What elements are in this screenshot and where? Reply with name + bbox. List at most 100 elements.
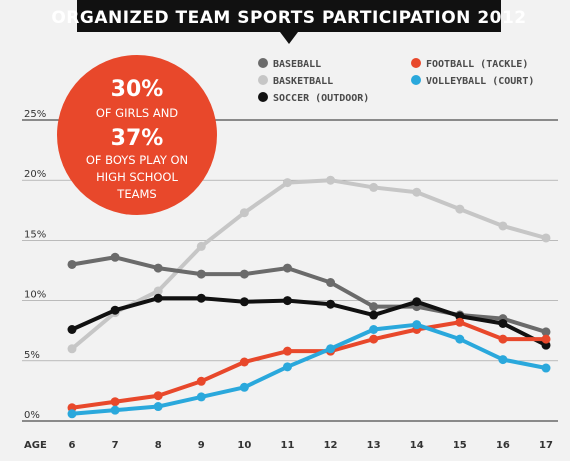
- data-point: [67, 324, 77, 334]
- data-point: [239, 297, 249, 307]
- data-point: [498, 318, 508, 328]
- data-point: [541, 233, 551, 243]
- data-point: [239, 357, 249, 367]
- data-point: [455, 204, 465, 214]
- legend-item: FOOTBALL (TACKLE): [411, 58, 528, 70]
- data-point: [282, 296, 292, 306]
- data-point: [196, 269, 206, 279]
- x-tick-label: 11: [280, 440, 294, 451]
- callout-stat-boys: 37%: [111, 126, 164, 151]
- x-tick-label: 12: [324, 440, 338, 451]
- legend-item: SOCCER (OUTDOOR): [258, 92, 369, 104]
- legend-item: VOLLEYBALL (COURT): [411, 75, 534, 87]
- legend-swatch: [411, 58, 421, 68]
- data-point: [67, 344, 77, 354]
- data-point: [110, 397, 120, 407]
- data-point: [282, 263, 292, 273]
- series-line: [70, 178, 548, 351]
- x-tick-label: 7: [112, 440, 119, 451]
- data-point: [541, 327, 551, 337]
- data-point: [326, 344, 336, 354]
- data-point: [455, 334, 465, 344]
- legend-label: SOCCER (OUTDOOR): [273, 93, 369, 104]
- x-tick-label: 15: [453, 440, 467, 451]
- data-point: [239, 208, 249, 218]
- series-layer: [67, 175, 551, 419]
- data-point: [541, 334, 551, 344]
- data-point: [541, 363, 551, 373]
- series-line: [70, 296, 548, 348]
- data-point: [326, 278, 336, 288]
- series-football-tackle: [67, 317, 551, 413]
- data-point: [110, 252, 120, 262]
- data-point: [196, 392, 206, 402]
- data-point: [239, 269, 249, 279]
- y-tick-label: 25%: [24, 109, 46, 120]
- x-tick-label: 8: [155, 440, 162, 451]
- legend: BASEBALL BASKETBALL SOCCER (OUTDOOR) FOOTBA…: [258, 58, 534, 104]
- legend-swatch: [411, 75, 421, 85]
- chart-title: ORGANIZED TEAM SPORTS PARTICIPATION 2012: [51, 8, 526, 28]
- data-point: [412, 187, 422, 197]
- data-point: [153, 263, 163, 273]
- series-baseball: [67, 252, 551, 337]
- x-tick-label: 16: [496, 440, 510, 451]
- x-tick-label: 13: [367, 440, 381, 451]
- legend-swatch: [258, 75, 268, 85]
- data-point: [369, 302, 379, 312]
- data-point: [282, 362, 292, 372]
- data-point: [196, 293, 206, 303]
- callout-text-boys: OF BOYS PLAY ON: [86, 153, 188, 167]
- x-tick-label: 10: [237, 440, 251, 451]
- data-point: [369, 182, 379, 192]
- legend-item: BASEBALL: [258, 58, 321, 70]
- data-point: [369, 334, 379, 344]
- data-point: [282, 346, 292, 356]
- series-volleyball-court: [67, 320, 551, 419]
- data-point: [369, 310, 379, 320]
- data-point: [412, 320, 422, 330]
- title-pointer: [280, 32, 298, 44]
- callout-stat-girls: 30%: [111, 77, 164, 102]
- series-soccer-outdoor: [67, 293, 551, 350]
- data-point: [498, 355, 508, 365]
- x-tick-label: 6: [69, 440, 76, 451]
- x-tick-label: 9: [198, 440, 205, 451]
- callout-text-school: HIGH SCHOOL: [96, 170, 178, 184]
- data-point: [153, 402, 163, 412]
- y-tick-label: 15%: [24, 229, 46, 240]
- callout: 30% OF GIRLS AND 37% OF BOYS PLAY ON HIG…: [57, 55, 217, 215]
- data-point: [455, 317, 465, 327]
- data-point: [196, 376, 206, 386]
- title-banner: ORGANIZED TEAM SPORTS PARTICIPATION 2012: [51, 0, 526, 44]
- data-point: [326, 299, 336, 309]
- data-point: [239, 382, 249, 392]
- legend-label: FOOTBALL (TACKLE): [426, 59, 528, 70]
- data-point: [153, 391, 163, 401]
- x-tick-label: 14: [410, 440, 424, 451]
- callout-circle: [57, 55, 217, 215]
- data-point: [110, 305, 120, 315]
- data-point: [67, 409, 77, 419]
- series-line: [70, 322, 548, 416]
- data-point: [412, 297, 422, 307]
- legend-label: BASEBALL: [273, 59, 321, 70]
- data-point: [153, 293, 163, 303]
- x-axis-title: AGE: [24, 440, 47, 451]
- legend-item: BASKETBALL: [258, 75, 333, 87]
- data-point: [67, 259, 77, 269]
- data-point: [326, 175, 336, 185]
- x-axis: AGE 6 7 8 9 10 11 12 13 14 15 16 17: [24, 440, 553, 451]
- legend-swatch: [258, 58, 268, 68]
- y-tick-label: 10%: [24, 290, 46, 301]
- y-tick-label: 20%: [24, 169, 46, 180]
- legend-swatch: [258, 92, 268, 102]
- callout-text-teams: TEAMS: [116, 187, 156, 201]
- legend-label: BASKETBALL: [273, 76, 333, 87]
- y-tick-label: 5%: [24, 350, 40, 361]
- data-point: [196, 241, 206, 251]
- y-tick-label: 0%: [24, 410, 40, 421]
- data-point: [498, 221, 508, 231]
- x-tick-label: 17: [539, 440, 553, 451]
